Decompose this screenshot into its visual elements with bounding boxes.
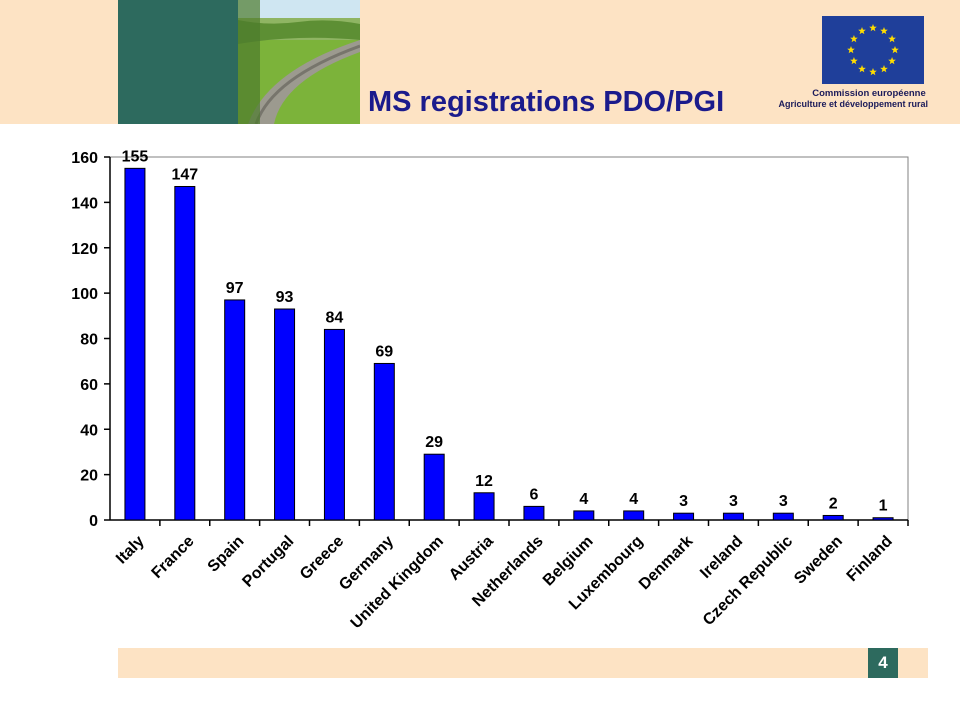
eu-star-icon: [869, 68, 877, 76]
data-label: 3: [729, 493, 738, 510]
data-label: 3: [679, 493, 688, 510]
category-label: Finland: [844, 533, 896, 585]
data-label: 147: [171, 166, 198, 183]
data-label: 84: [326, 309, 344, 326]
data-label: 93: [276, 289, 294, 306]
bar-belgium: [573, 510, 595, 521]
logo-text-commission: Commission européenne: [812, 88, 926, 99]
bar-germany: [373, 362, 395, 521]
data-label: 155: [122, 148, 149, 165]
eu-star-icon: [869, 24, 877, 32]
y-tick-label: 20: [80, 468, 98, 485]
eu-star-icon: [880, 26, 888, 35]
bar-czech-republic: [772, 512, 794, 521]
category-label: Portugal: [239, 533, 297, 591]
eu-star-icon: [888, 57, 896, 65]
eu-star-icon: [858, 26, 866, 35]
bar-luxembourg: [623, 510, 645, 521]
bar-italy: [124, 167, 146, 521]
logo-text-agriculture: Agriculture et développement rural: [778, 99, 928, 109]
category-label: Spain: [205, 533, 248, 576]
y-tick-label: 60: [80, 377, 98, 394]
footer-band: [118, 648, 928, 678]
category-label: Austria: [446, 533, 497, 584]
eu-star-icon: [858, 65, 866, 73]
eu-star-icon: [888, 35, 896, 43]
data-label: 69: [375, 343, 393, 360]
header-teal-block: [118, 0, 238, 124]
data-label: 1: [879, 498, 888, 515]
data-label: 97: [226, 280, 244, 297]
bar-denmark: [673, 512, 695, 521]
eu-star-icon: [850, 35, 858, 43]
bar-ireland: [722, 512, 744, 521]
data-label: 29: [425, 434, 443, 451]
eu-star-icon: [847, 46, 855, 54]
bar-finland: [872, 517, 894, 521]
slide-title: MS registrations PDO/PGI: [368, 86, 725, 118]
data-label: 2: [829, 495, 838, 512]
y-tick-label: 40: [80, 422, 98, 439]
bar-greece: [323, 328, 345, 521]
bar-spain: [224, 299, 246, 521]
category-label: Sweden: [791, 533, 846, 588]
category-label: United Kingdom: [348, 533, 447, 632]
y-tick-label: 140: [71, 195, 98, 212]
bar-austria: [473, 492, 495, 521]
bar-france: [174, 185, 196, 521]
eu-star-icon: [880, 65, 888, 73]
eu-star-icon: [891, 46, 899, 54]
category-label: Czech Republic: [700, 533, 796, 629]
eu-flag-icon: [822, 16, 924, 84]
y-tick-label: 160: [71, 150, 98, 167]
y-tick-label: 80: [80, 332, 98, 349]
y-tick-label: 100: [71, 286, 98, 303]
y-tick-label: 120: [71, 241, 98, 258]
data-label: 12: [475, 473, 493, 490]
eu-star-icon: [850, 57, 858, 65]
data-label: 4: [579, 491, 588, 508]
header-landscape-photo: [238, 0, 360, 124]
category-label: Denmark: [636, 533, 697, 594]
y-tick-label: 0: [89, 513, 98, 530]
bar-sweden: [822, 514, 844, 521]
data-label: 6: [529, 486, 538, 503]
page-number: 4: [868, 648, 898, 678]
category-label: France: [149, 533, 198, 582]
bar-netherlands: [523, 505, 545, 521]
data-label: 4: [629, 491, 638, 508]
category-label: Greece: [297, 533, 347, 583]
bar-united-kingdom: [423, 453, 445, 521]
category-label: Ireland: [697, 533, 746, 582]
data-label: 3: [779, 493, 788, 510]
category-label: Italy: [113, 533, 148, 568]
bar-portugal: [274, 308, 296, 521]
